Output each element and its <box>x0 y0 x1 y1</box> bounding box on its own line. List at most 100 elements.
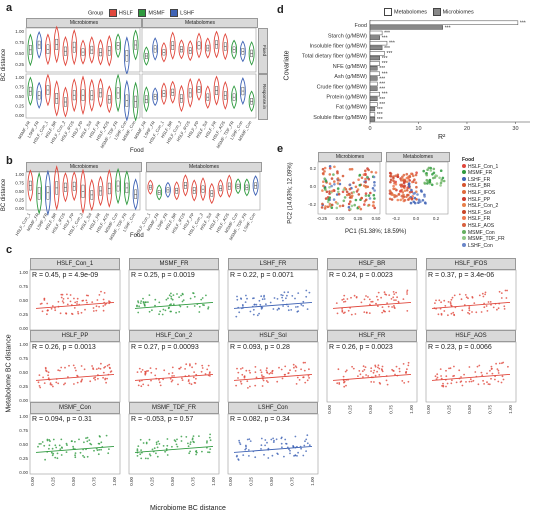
scatter-point <box>43 297 46 300</box>
scatter-point <box>252 308 255 311</box>
scatter-point <box>300 447 302 450</box>
scatter-point <box>260 295 263 298</box>
pca-point <box>364 185 368 189</box>
scatter-point <box>406 293 408 295</box>
scatter-point <box>453 314 456 317</box>
scatter-point <box>94 378 97 381</box>
scatter-point <box>193 295 196 298</box>
scatter-point <box>176 438 178 441</box>
scatter-point <box>502 361 505 364</box>
panel-e-legend: Food HSLF_Con_1 MSMF_FR LSHF_FR HSLF_BR HSLF… <box>462 157 505 249</box>
panel-d-xlabel: R² <box>438 134 446 141</box>
scatter-point <box>238 311 241 314</box>
scatter-point <box>289 452 291 455</box>
pca-point <box>394 182 398 186</box>
pca-point <box>396 175 400 178</box>
x-tick-label: -0.25 <box>317 216 328 221</box>
scatter-point <box>369 303 371 306</box>
pca-point <box>341 204 345 207</box>
regression-line <box>35 445 115 453</box>
scatter-point <box>247 449 250 451</box>
scatter-point <box>284 438 287 441</box>
violin <box>160 82 167 105</box>
legend-dot <box>462 176 466 181</box>
pca-point <box>366 175 369 179</box>
scatter-point <box>158 313 161 316</box>
scatter-point <box>147 370 150 372</box>
scatter-point <box>452 311 455 314</box>
y-tick-label: 0.75 <box>19 428 28 433</box>
significance-label: *** <box>377 112 383 118</box>
facet-panel <box>326 341 418 403</box>
pca-point <box>348 168 352 171</box>
scatter-point <box>271 454 274 457</box>
pca-point <box>419 200 422 204</box>
scatter-point <box>235 384 238 387</box>
pca-point <box>333 165 336 169</box>
scatter-point <box>192 440 195 443</box>
scatter-point <box>193 381 196 384</box>
scatter-point <box>276 309 279 311</box>
scatter-point <box>96 449 99 452</box>
scatter-point <box>164 450 167 453</box>
scatter-point <box>287 309 290 312</box>
facet-title: MSMF_FR <box>129 258 219 270</box>
violin <box>106 85 113 114</box>
scatter-point <box>300 368 302 371</box>
pca-point <box>330 203 334 207</box>
scatter-point <box>393 293 396 295</box>
scatter-point <box>271 370 274 373</box>
scatter-point <box>378 367 381 370</box>
violin <box>204 37 211 59</box>
scatter-point <box>484 293 486 296</box>
significance-label: *** <box>445 25 451 31</box>
scatter-point <box>276 452 279 455</box>
regression-line <box>134 445 214 453</box>
panel-e-plot: 0.2 0.0 -0.2 -0.25 0.00 0.25 0.50 -0.2 0.0 0.2 <box>308 161 449 221</box>
significance-label: *** <box>387 51 393 57</box>
violin <box>80 75 86 116</box>
scatter-point <box>48 444 51 447</box>
scatter-point <box>267 447 270 450</box>
scatter-point <box>383 291 386 294</box>
x-tick-label: 0.25 <box>150 477 155 486</box>
scatter-point <box>376 370 378 373</box>
scatter-point <box>43 444 46 447</box>
scatter-point <box>260 444 263 447</box>
scatter-point <box>76 297 79 300</box>
scatter-point <box>195 377 197 380</box>
scatter-point <box>54 444 57 447</box>
scatter-point <box>381 365 384 368</box>
pca-point <box>426 168 429 171</box>
scatter-point <box>350 296 352 299</box>
scatter-point <box>377 298 379 301</box>
scatter-point <box>468 312 471 315</box>
scatter-point <box>437 313 440 316</box>
scatter-point <box>84 308 86 311</box>
scatter-point <box>498 362 501 365</box>
x-tick-label: 0.75 <box>92 477 97 486</box>
scatter-point <box>38 385 41 387</box>
bar-microbiomes <box>369 117 376 122</box>
scatter-point <box>97 377 99 380</box>
pca-point <box>364 194 368 197</box>
bar-metabolomes <box>369 40 388 46</box>
scatter-point <box>506 289 508 292</box>
violin <box>143 86 150 113</box>
pca-point <box>396 198 400 202</box>
scatter-point <box>283 291 286 294</box>
scatter-point <box>189 364 191 367</box>
pca-point <box>423 201 427 204</box>
facet-title: HSLF_Con_1 <box>30 258 120 270</box>
pca-point <box>334 201 338 204</box>
pca-point <box>330 177 334 180</box>
pca-point <box>331 189 334 193</box>
scatter-point <box>294 454 297 457</box>
scatter-point <box>374 364 377 367</box>
scatter-point <box>108 448 110 450</box>
panel-b-xlabel: Food <box>130 233 144 239</box>
scatter-point <box>162 378 165 381</box>
pca-point <box>405 189 409 192</box>
bar-metabolomes <box>369 91 380 97</box>
scatter-point <box>272 441 275 443</box>
